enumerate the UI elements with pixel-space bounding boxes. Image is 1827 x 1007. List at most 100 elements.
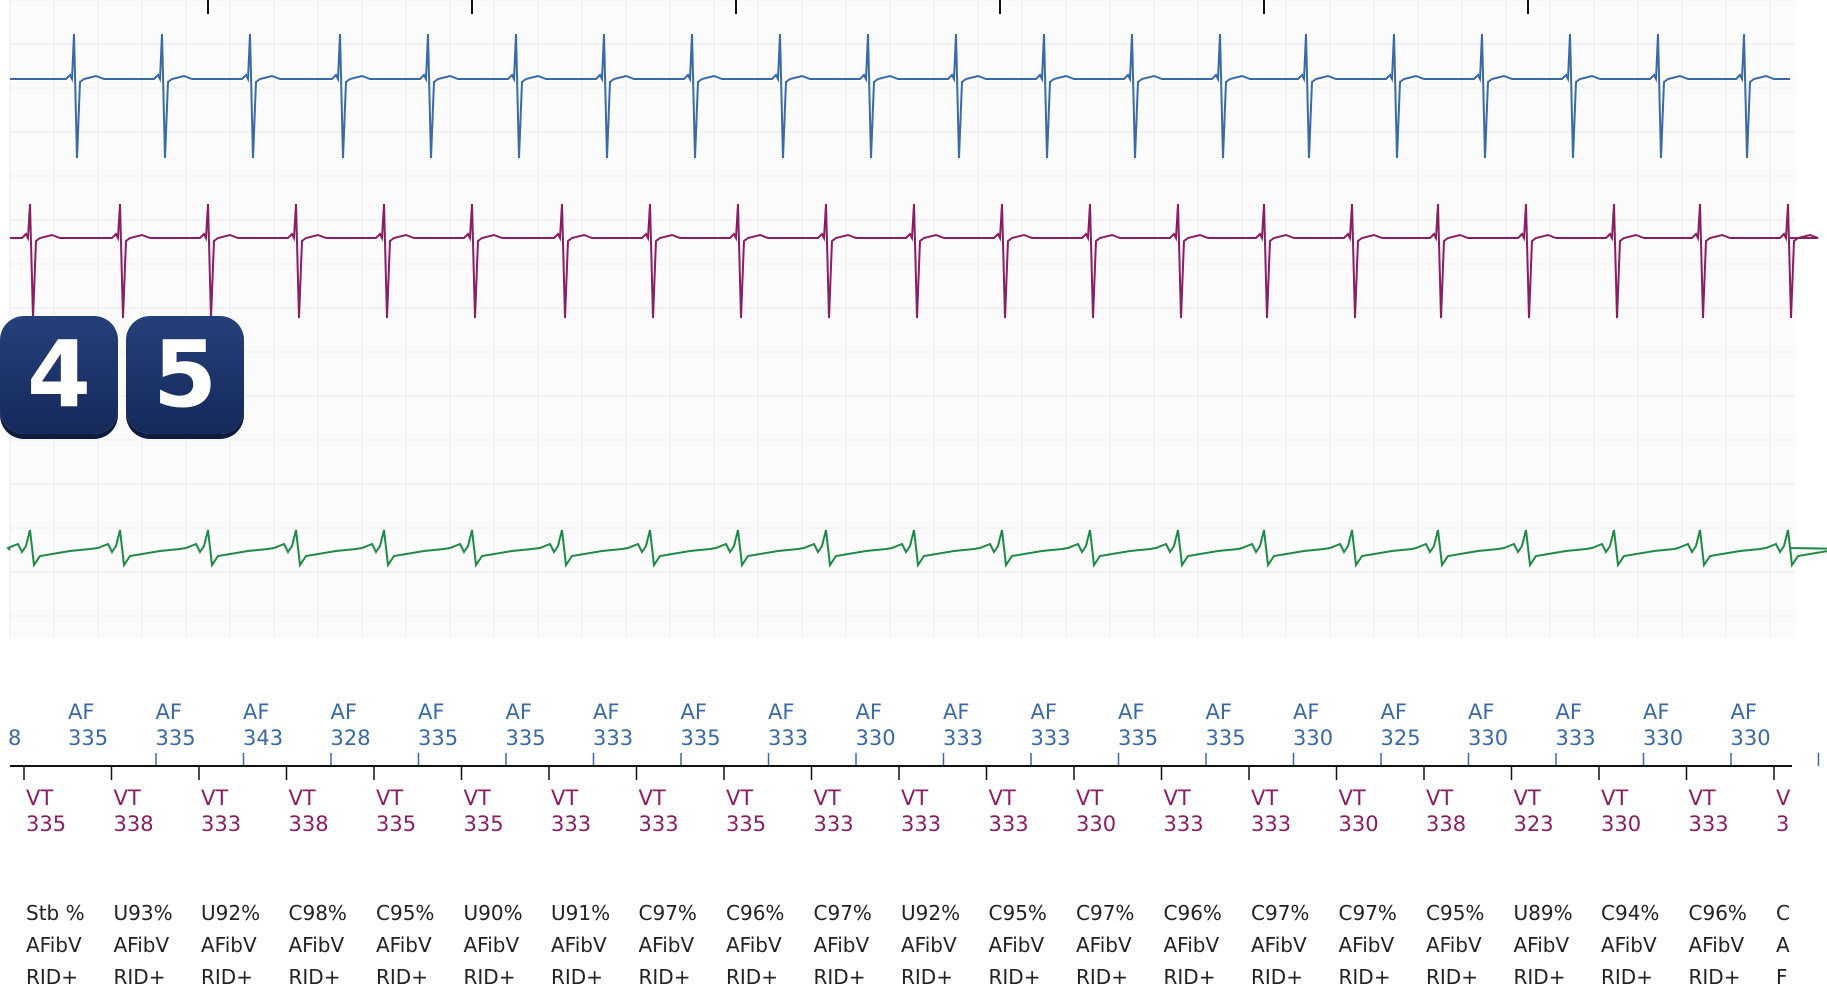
- vt-marker-label: VT: [901, 786, 928, 810]
- vt-marker-label: VT: [726, 786, 753, 810]
- beat-info-column: U89% AFibV RID+: [1514, 901, 1573, 989]
- beat-info-text: AFibV: [639, 933, 695, 957]
- beat-info-text: U92%: [201, 901, 260, 925]
- vt-marker-label: VT: [1689, 786, 1716, 810]
- af-marker-label: AF: [1118, 700, 1144, 724]
- beat-info-text: RID+: [1076, 965, 1128, 989]
- af-marker-label: AF: [593, 700, 619, 724]
- vt-marker-label: VT: [1339, 786, 1366, 810]
- vt-marker-label: VT: [464, 786, 491, 810]
- beat-info-column: C96% AFibV RID+: [1689, 901, 1747, 989]
- beat-info-column: U90% AFibV RID+: [464, 901, 523, 989]
- af-marker-value: 330: [1468, 726, 1508, 750]
- beat-info-column: C98% AFibV RID+: [289, 901, 347, 989]
- vt-marker-label: V: [1776, 786, 1791, 810]
- beat-info-column: U92% AFibV RID+: [901, 901, 960, 989]
- beat-info-text: RID+: [989, 965, 1041, 989]
- beat-info-text: U93%: [114, 901, 173, 925]
- beat-info-text: C96%: [726, 901, 784, 925]
- beat-info-text: AFibV: [1164, 933, 1220, 957]
- af-marker-value: 335: [418, 726, 458, 750]
- af-marker-label: AF: [1206, 700, 1232, 724]
- af-marker-value: 335: [506, 726, 546, 750]
- beat-info-text: RID+: [289, 965, 341, 989]
- beat-info-text: U92%: [901, 901, 960, 925]
- af-marker-label: AF: [506, 700, 532, 724]
- beat-info-text: AFibV: [114, 933, 170, 957]
- beat-info-text: C: [1776, 901, 1790, 925]
- beat-info-text: AFibV: [1514, 933, 1570, 957]
- beat-info-text: RID+: [376, 965, 428, 989]
- vt-marker-label: VT: [26, 786, 53, 810]
- vt-marker-label: VT: [989, 786, 1016, 810]
- ecg-channel-3-trace: [6, 529, 1827, 568]
- vt-marker-label: VT: [289, 786, 316, 810]
- beat-info-text: AFibV: [726, 933, 782, 957]
- af-marker-label: AF: [1643, 700, 1669, 724]
- beat-info-text: AFibV: [464, 933, 520, 957]
- vt-marker-value: 335: [376, 812, 416, 836]
- vt-marker-value: 333: [1689, 812, 1729, 836]
- af-marker-value: 330: [1731, 726, 1771, 750]
- af-marker-value: 335: [156, 726, 196, 750]
- af-marker-label: AF: [768, 700, 794, 724]
- vt-marker-value: 338: [114, 812, 154, 836]
- vt-marker-value: 333: [1251, 812, 1291, 836]
- vt-marker-value: 333: [901, 812, 941, 836]
- beat-info-column: U91% AFibV RID+: [551, 901, 610, 989]
- af-marker-label: AF: [1031, 700, 1057, 724]
- beat-info-text: C97%: [1076, 901, 1134, 925]
- af-marker-label: AF: [681, 700, 707, 724]
- badge-5[interactable]: 5: [126, 316, 244, 434]
- beat-info-text: RID+: [1251, 965, 1303, 989]
- vt-marker-value: 335: [726, 812, 766, 836]
- beat-info-column: C97% AFibV RID+: [814, 901, 872, 989]
- grid-background: [10, 0, 1795, 638]
- beat-info-text: RID+: [464, 965, 516, 989]
- beat-info-text: RID+: [114, 965, 166, 989]
- beat-info-text: C96%: [1164, 901, 1222, 925]
- beat-info-text: C97%: [1251, 901, 1309, 925]
- af-marker-value: 330: [856, 726, 896, 750]
- beat-info-column: U92% AFibV RID+: [201, 901, 260, 989]
- af-marker-label: AF: [943, 700, 969, 724]
- beat-info-text: C96%: [1689, 901, 1747, 925]
- beat-info-column: C95% AFibV RID+: [989, 901, 1047, 989]
- vt-marker-label: VT: [814, 786, 841, 810]
- beat-info-text: AFibV: [376, 933, 432, 957]
- beat-info-text: AFibV: [26, 933, 82, 957]
- af-marker-partial: 8: [8, 726, 21, 750]
- af-marker-label: AF: [1381, 700, 1407, 724]
- vt-marker-label: VT: [1426, 786, 1453, 810]
- vt-marker-label: VT: [114, 786, 141, 810]
- beat-info-text: C95%: [1426, 901, 1484, 925]
- vt-marker-label: VT: [551, 786, 578, 810]
- badge-4[interactable]: 4: [0, 316, 118, 434]
- af-marker-label: AF: [1468, 700, 1494, 724]
- beat-info-text: RID+: [726, 965, 778, 989]
- beat-info-text: RID+: [1426, 965, 1478, 989]
- beat-info-column: Stb % AFibV RID+: [26, 901, 85, 989]
- vt-marker-value: 338: [1426, 812, 1466, 836]
- vt-marker-value: 338: [289, 812, 329, 836]
- badge-5-label: 5: [152, 321, 217, 428]
- vt-marker-value: 330: [1076, 812, 1116, 836]
- beat-info-text: C97%: [639, 901, 697, 925]
- beat-info-text: AFibV: [1076, 933, 1132, 957]
- beat-info-text: C95%: [989, 901, 1047, 925]
